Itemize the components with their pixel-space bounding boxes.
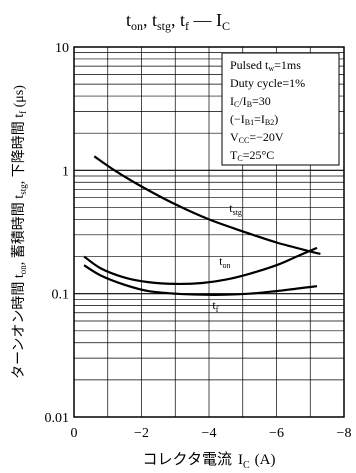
curve-labels: tstg ton tf [212,201,242,314]
series-tstg-label: tstg [229,201,242,217]
x-tick-label: 0 [71,426,78,441]
legend-box-frame [221,52,340,166]
legend-line-6: TC=25°C [230,148,274,163]
y-tick-label: 10 [55,41,69,56]
plot-frame [73,46,345,418]
y-axis-label: ターンオン時間 ton, 蓄積時間 tstg, 下降時間 tf (μs) [11,85,28,379]
x-axis-label: コレクタ電流 IC (A) [143,451,276,471]
tick-labels: 0 −2 −4 −6 −8 0.01 0.1 1 10 [45,41,352,441]
legend-line-5: VCC=−20V [230,130,284,145]
series-tstg-line [93,155,321,255]
legend-line-3: IC/IB=30 [230,94,271,109]
x-tick-label: −4 [202,426,217,441]
x-tick-label: −6 [269,426,284,441]
curves [83,155,321,296]
series-ton-line [83,246,318,286]
legend-line-1: Pulsed tw=1ms [230,58,301,73]
x-tick-label: −8 [337,426,352,441]
x-tick-label: −2 [134,426,149,441]
series-tf-label: tf [212,298,218,314]
legend-line-4: (−IB1=IB2) [230,112,278,127]
legend-box: Pulsed tw=1ms Duty cycle=1% IC/IB=30 (−I… [221,52,340,166]
series-tf-line [83,264,318,296]
y-tick-label: 1 [62,164,69,179]
y-tick-label: 0.01 [45,411,70,426]
y-tick-label: 0.1 [52,288,70,303]
legend-line-2: Duty cycle=1% [230,76,305,90]
series-ton-label: ton [219,254,230,270]
chart-title: ton, tstg, tf — IC [126,10,230,33]
